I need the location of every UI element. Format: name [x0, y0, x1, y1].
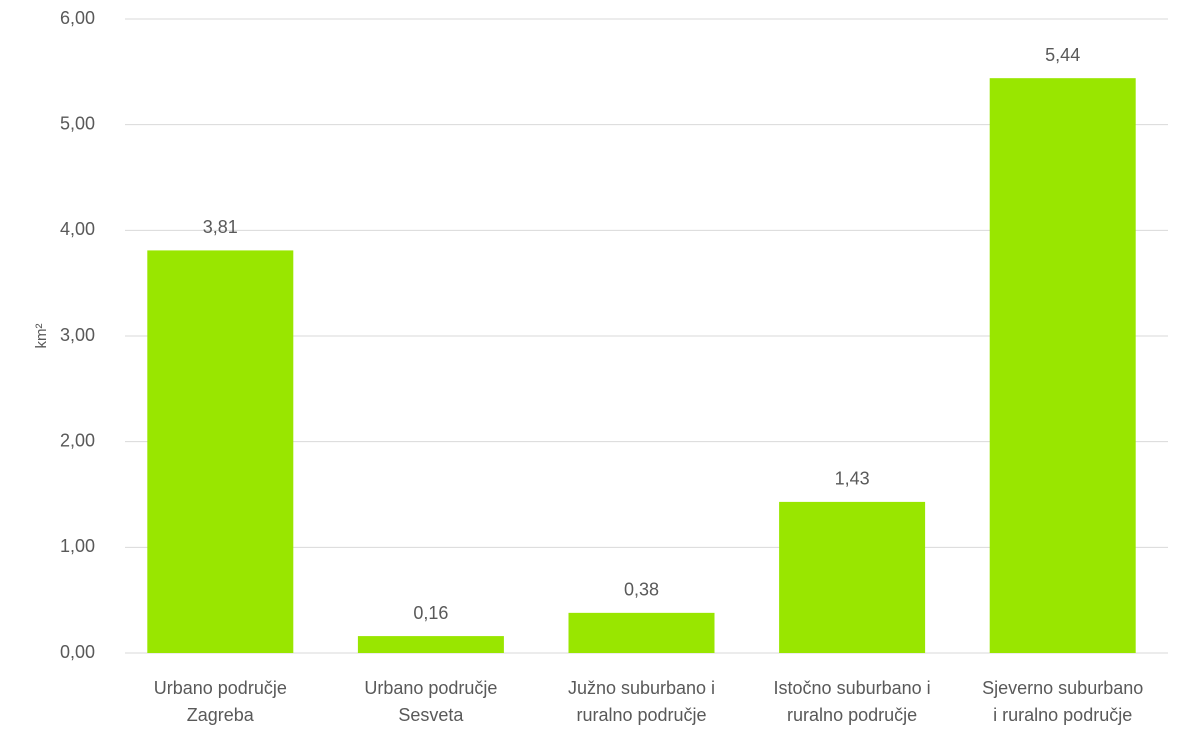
- x-tick-label: Sjeverno suburbano i ruralno područje: [982, 678, 1144, 725]
- bar: [357, 636, 504, 653]
- bar: [989, 78, 1136, 653]
- data-label: 0,16: [413, 603, 448, 623]
- data-label: 3,81: [203, 217, 238, 237]
- y-tick-label: 0,00: [60, 642, 95, 662]
- bar: [779, 501, 926, 653]
- data-label: 1,43: [835, 469, 870, 489]
- data-label: 0,38: [624, 580, 659, 600]
- y-tick-label: 1,00: [60, 536, 95, 556]
- y-tick-label: 6,00: [60, 8, 95, 28]
- y-tick-label: 5,00: [60, 113, 95, 133]
- x-tick-label: Istočno suburbano i ruralno područje: [773, 678, 931, 725]
- x-tick-label: Južno suburbano i ruralno područje: [567, 678, 716, 725]
- y-axis-label: km²: [33, 324, 50, 349]
- data-label: 5,44: [1045, 45, 1080, 65]
- x-tick-label: Urbano područje Zagreba: [153, 678, 287, 725]
- bar: [568, 612, 715, 653]
- y-tick-label: 2,00: [60, 430, 95, 450]
- y-tick-label: 3,00: [60, 325, 95, 345]
- y-tick-label: 4,00: [60, 219, 95, 239]
- bar: [147, 250, 294, 653]
- x-tick-label: Urbano područje Sesveta: [364, 678, 498, 725]
